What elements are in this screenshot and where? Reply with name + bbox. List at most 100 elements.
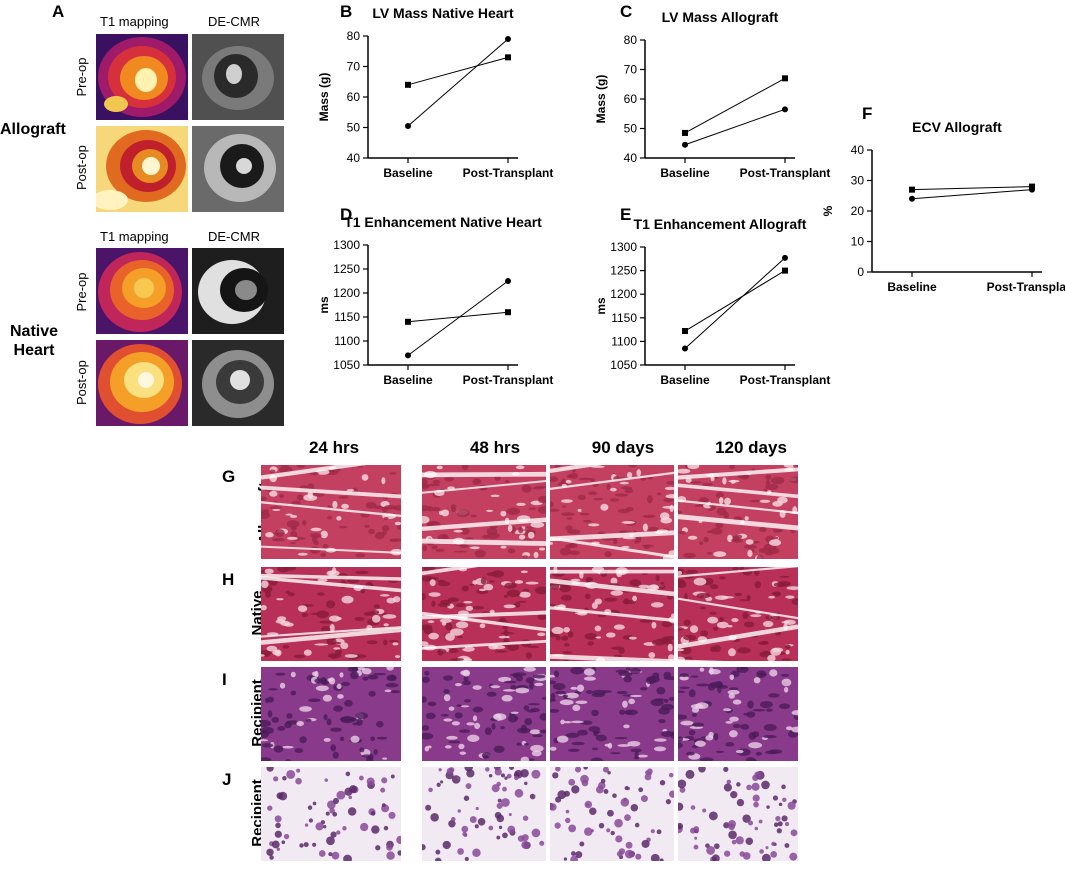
chart-f-xtick-label: Post-Transplant	[987, 280, 1065, 294]
chart-c-ytick-label: 50	[624, 122, 638, 136]
chart-f-point-circle	[909, 195, 915, 202]
histology-tile-image	[550, 465, 674, 559]
chart-c-point-circle	[782, 106, 788, 113]
chart-f-ytick-label: 40	[851, 143, 865, 157]
col-header-t1-mapping-2: T1 mapping	[100, 229, 169, 244]
chart-e-series-line	[684, 257, 786, 349]
chart-b-xtick-label: Post-Transplant	[463, 166, 554, 180]
chart-e-series-line	[684, 270, 786, 332]
chart-d-series-line	[407, 280, 509, 356]
row-label-pre-op-native: Pre-op	[74, 272, 89, 312]
histology-tile-image	[550, 567, 674, 661]
chart-d-ytick-label: 1300	[333, 238, 360, 252]
chart-d-title: T1 Enhancement Native Heart	[344, 214, 542, 230]
chart-f-series-line	[911, 189, 1033, 200]
panel-label-i: I	[222, 670, 227, 689]
histology-tile-image	[550, 767, 674, 861]
col-header-t1-mapping: T1 mapping	[100, 14, 169, 29]
panel-label-h: H	[222, 570, 235, 589]
histology-col-48-hrs: 48 hrs	[469, 438, 521, 457]
histology-col-120-days: 120 days	[715, 438, 787, 457]
chart-c-xtick-label: Post-Transplant	[740, 166, 831, 180]
chart-b-ytick-label: 70	[347, 60, 361, 74]
chart-d-ytick-label: 1050	[333, 358, 360, 372]
de-cmr-allograft-post-op-image	[192, 126, 284, 212]
chart-d-xtick-label: Baseline	[383, 373, 433, 387]
chart-e-ytick-label: 1250	[610, 264, 637, 278]
histology-tile-image	[422, 567, 546, 661]
chart-f-ytick-label: 10	[851, 235, 865, 249]
histology-tile-image	[678, 465, 798, 559]
chart-b-ytick-label: 80	[347, 29, 361, 43]
chart-c-title: LV Mass Allograft	[662, 9, 779, 25]
chart-c-xtick-label: Baseline	[660, 166, 710, 180]
chart-f-ylabel: %	[821, 205, 835, 216]
chart-c-ytick-label: 80	[624, 33, 638, 47]
chart-d-point-square	[505, 309, 511, 316]
chart-f-point-square	[909, 186, 915, 193]
chart-c: LV Mass Allograft 40 50 60 70 80 Baseline Post-…	[594, 9, 831, 180]
chart-f-xtick-label: Baseline	[887, 280, 937, 294]
histology-tile-image	[678, 667, 798, 761]
de-cmr-native-pre-op-image	[192, 248, 284, 334]
chart-d-point-circle	[405, 352, 411, 359]
chart-e-ytick-label: 1150	[611, 311, 637, 325]
chart-b-point-circle	[405, 122, 411, 129]
chart-b-point-square	[505, 54, 511, 61]
histology-tile-image	[261, 465, 401, 559]
chart-b-title: LV Mass Native Heart	[372, 5, 514, 21]
panel-label-e: E	[620, 205, 632, 224]
chart-e-point-square	[682, 328, 688, 335]
chart-c-series-line	[684, 77, 786, 134]
histology-tile-image	[261, 567, 401, 661]
chart-b-ytick-label: 50	[347, 121, 361, 135]
panel-label-a: A	[52, 2, 65, 21]
t1-map-allograft-pre-op-image	[96, 34, 188, 120]
row-label-pre-op-allograft: Pre-op	[74, 57, 89, 97]
chart-f-series-line	[911, 186, 1033, 191]
chart-f: ECV Allograft 0 10 20 30 40 Baseline Post-Trans…	[821, 119, 1065, 294]
histology-col-90-days: 90 days	[591, 438, 655, 457]
group-label-allograft: Allograft	[0, 121, 66, 138]
row-label-post-op-allograft: Post-op	[74, 145, 89, 190]
chart-c-ytick-label: 40	[624, 151, 638, 165]
chart-b-point-circle	[505, 36, 511, 43]
panel-label-j: J	[222, 770, 232, 789]
chart-b-ylabel: Mass (g)	[317, 73, 331, 122]
chart-c-point-square	[782, 75, 788, 82]
chart-c-ytick-label: 60	[624, 92, 638, 106]
histology-tile-image	[678, 567, 798, 661]
chart-f-point-circle	[1029, 186, 1035, 193]
chart-d-ytick-label: 1200	[333, 286, 360, 300]
chart-e-point-square	[782, 267, 788, 274]
chart-c-point-circle	[682, 141, 688, 148]
de-cmr-allograft-pre-op-image	[192, 34, 284, 120]
de-cmr-native-post-op-image	[192, 340, 284, 426]
chart-d-ylabel: ms	[317, 296, 331, 314]
t1-map-native-post-op-image	[96, 340, 188, 426]
chart-c-series-line	[684, 108, 786, 146]
chart-e: T1 Enhancement Allograft 1050 1100 1150 1200…	[594, 216, 830, 387]
chart-b-ytick-label: 60	[347, 90, 361, 104]
histology-tile-image	[422, 667, 546, 761]
chart-e-ytick-label: 1200	[610, 287, 637, 301]
chart-e-ytick-label: 1300	[610, 240, 637, 254]
chart-e-ytick-label: 1100	[611, 334, 637, 348]
col-header-de-cmr: DE-CMR	[208, 14, 260, 29]
row-label-post-op-native: Post-op	[74, 360, 89, 405]
t1-map-allograft-post-op-image	[96, 126, 188, 212]
chart-b-series-line	[407, 56, 509, 86]
chart-d-xtick-label: Post-Transplant	[463, 373, 554, 387]
chart-f-ytick-label: 30	[851, 174, 865, 188]
panel-label-b: B	[340, 2, 353, 21]
histology-tile-image	[261, 767, 401, 861]
panel-label-c: C	[620, 2, 633, 21]
chart-d-point-circle	[505, 278, 511, 284]
chart-d-point-square	[405, 318, 411, 325]
chart-e-ylabel: ms	[594, 297, 608, 315]
chart-f-ytick-label: 20	[851, 204, 865, 218]
histology-tile-image	[678, 767, 798, 861]
chart-b-ytick-label: 40	[347, 151, 361, 165]
chart-b: LV Mass Native Heart 40 50 60 70 80 Baseline Po…	[317, 5, 554, 180]
chart-d-ytick-label: 1150	[334, 310, 360, 324]
